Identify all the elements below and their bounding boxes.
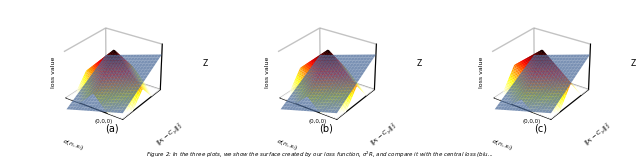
Title: (a): (a) [106,123,119,133]
Y-axis label: $\|x_i - C_{y_i}\|_2^2$: $\|x_i - C_{y_i}\|_2^2$ [154,121,186,149]
Y-axis label: $\|x_i - C_{y_i}\|_2^2$: $\|x_i - C_{y_i}\|_2^2$ [368,121,399,149]
Text: (0,0,0): (0,0,0) [95,118,113,124]
Text: (0,0,0): (0,0,0) [308,118,327,124]
Text: loss value: loss value [479,57,484,88]
Y-axis label: $\|x_i - C_{y_i}\|_2^2$: $\|x_i - C_{y_i}\|_2^2$ [582,121,614,149]
Text: loss value: loss value [51,57,56,88]
X-axis label: $\sigma(n, x_i)$: $\sigma(n, x_i)$ [61,137,86,153]
Title: (b): (b) [319,123,333,133]
Text: Figure 2: In the three plots, we show the surface created by our loss function, : Figure 2: In the three plots, we show th… [146,149,494,158]
X-axis label: $\sigma(n, x_i)$: $\sigma(n, x_i)$ [275,137,300,153]
X-axis label: $\sigma(n, x_i)$: $\sigma(n, x_i)$ [490,137,514,153]
Text: (0,0,0): (0,0,0) [523,118,541,124]
Title: (c): (c) [534,123,547,133]
Text: loss value: loss value [265,57,270,88]
